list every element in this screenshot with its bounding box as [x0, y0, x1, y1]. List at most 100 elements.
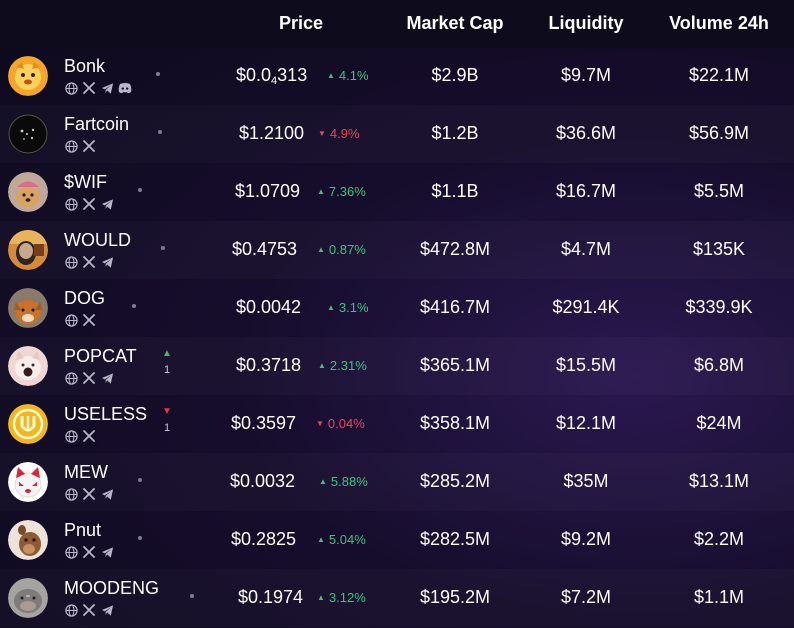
social-links — [64, 603, 114, 617]
token-name[interactable]: MOODENG — [64, 578, 160, 598]
price-change: ▲ 3.12% — [317, 590, 366, 605]
token-avatar — [8, 288, 48, 328]
token-name[interactable]: $WIF — [64, 172, 107, 192]
change-down-icon: ▼ — [318, 129, 326, 138]
token-name[interactable]: Bonk — [64, 56, 106, 76]
liquidity-value: $36.6M — [555, 123, 617, 143]
telegram-icon[interactable] — [100, 603, 114, 617]
globe-icon[interactable] — [64, 603, 78, 617]
rank-neutral-dot — [158, 130, 162, 134]
token-price: $0.0032 — [230, 471, 296, 491]
token-name[interactable]: Pnut — [64, 520, 102, 540]
market-cap-value: $282.5M — [419, 529, 491, 549]
globe-icon[interactable] — [64, 545, 78, 559]
liquidity-value: $9.2M — [560, 529, 612, 549]
volume-value: $13.1M — [688, 471, 750, 491]
token-name[interactable]: MEW — [64, 462, 108, 482]
telegram-icon[interactable] — [100, 487, 114, 501]
token-row[interactable]: Pnut $0.2825 ▲ 5.04% $282.5M $9.2M $2.2M — [0, 511, 794, 569]
token-row[interactable]: Bonk $0.04313 ▲ 4.1% $2.9B $9.7M $22.1M — [0, 47, 794, 105]
token-avatar — [8, 462, 48, 502]
rank-neutral-dot — [138, 478, 142, 482]
x-twitter-icon[interactable] — [82, 429, 96, 443]
x-twitter-icon[interactable] — [82, 603, 96, 617]
token-price: $0.0042 — [236, 297, 302, 317]
market-cap-value: $416.7M — [419, 297, 491, 317]
token-name[interactable]: WOULD — [64, 230, 131, 250]
x-twitter-icon[interactable] — [82, 371, 96, 385]
token-row[interactable]: Fartcoin $1.2100 ▼ 4.9% $1.2B $36.6M $56.9M — [0, 105, 794, 163]
token-row[interactable]: $WIF $1.0709 ▲ 7.36% $1.1B $16.7M $5.5M — [0, 163, 794, 221]
social-links — [64, 313, 96, 327]
telegram-icon[interactable] — [100, 81, 114, 95]
volume-value: $339.9K — [685, 297, 753, 317]
volume-value: $2.2M — [693, 529, 745, 549]
token-name[interactable]: USELESS — [64, 404, 148, 424]
market-cap-value: $285.2M — [419, 471, 491, 491]
rank-up-icon: ▲ — [162, 348, 172, 359]
liquidity-value: $4.7M — [560, 239, 612, 259]
rank-change-value: 1 — [163, 422, 171, 434]
token-row[interactable]: WOULD $0.4753 ▲ 0.87% $472.8M $4.7M $135K — [0, 221, 794, 279]
volume-value: $22.1M — [688, 65, 750, 85]
globe-icon[interactable] — [64, 313, 78, 327]
rank-down-icon: ▼ — [162, 406, 172, 417]
telegram-icon[interactable] — [100, 371, 114, 385]
price-change: ▼ 4.9% — [318, 126, 360, 141]
social-links — [64, 255, 114, 269]
price-change: ▲ 2.31% — [318, 358, 367, 373]
liquidity-value: $16.7M — [555, 181, 617, 201]
globe-icon[interactable] — [64, 429, 78, 443]
telegram-icon[interactable] — [100, 197, 114, 211]
token-row[interactable]: DOG $0.0042 ▲ 3.1% $416.7M $291.4K $339.9K — [0, 279, 794, 337]
globe-icon[interactable] — [64, 255, 78, 269]
rank-neutral-dot — [138, 536, 142, 540]
token-row[interactable]: MOODENG $0.1974 ▲ 3.12% $195.2M $7.2M $1.1M — [0, 569, 794, 627]
price-change: ▲ 3.1% — [327, 300, 369, 315]
globe-icon[interactable] — [64, 81, 78, 95]
globe-icon[interactable] — [64, 139, 78, 153]
x-twitter-icon[interactable] — [82, 139, 96, 153]
token-row[interactable]: USELESS ▼ 1 $0.3597 ▼ 0.04% $358.1M $12.1M $2… — [0, 395, 794, 453]
rank-change-indicator: ▲ 1 — [160, 348, 174, 377]
x-twitter-icon[interactable] — [82, 545, 96, 559]
price-change: ▲ 5.88% — [319, 474, 368, 489]
token-row[interactable]: MEW $0.0032 ▲ 5.88% $285.2M $35M $13.1M — [0, 453, 794, 511]
header-liquidity[interactable]: Liquidity — [548, 13, 624, 33]
volume-value: $56.9M — [688, 123, 750, 143]
globe-icon[interactable] — [64, 197, 78, 211]
market-cap-value: $1.1B — [431, 181, 479, 201]
token-row[interactable]: POPCAT ▲ 1 $0.3718 ▲ 2.31% $365.1M $15.5M $6.… — [0, 337, 794, 395]
header-market-cap[interactable]: Market Cap — [406, 13, 504, 33]
globe-icon[interactable] — [64, 371, 78, 385]
telegram-icon[interactable] — [100, 545, 114, 559]
social-links — [64, 545, 114, 559]
token-name[interactable]: POPCAT — [64, 346, 137, 366]
x-twitter-icon[interactable] — [82, 255, 96, 269]
change-up-icon: ▲ — [327, 71, 335, 80]
token-name[interactable]: Fartcoin — [64, 114, 130, 134]
x-twitter-icon[interactable] — [82, 81, 96, 95]
price-change: ▲ 7.36% — [317, 184, 366, 199]
change-up-icon: ▲ — [319, 477, 327, 486]
globe-icon[interactable] — [64, 487, 78, 501]
social-links — [64, 81, 132, 95]
liquidity-value: $9.7M — [560, 65, 612, 85]
telegram-icon[interactable] — [100, 255, 114, 269]
token-price: $0.3597 — [231, 413, 297, 433]
market-cap-value: $365.1M — [419, 355, 491, 375]
header-volume-24h[interactable]: Volume 24h — [669, 13, 769, 33]
x-twitter-icon[interactable] — [82, 487, 96, 501]
discord-icon[interactable] — [118, 81, 132, 95]
x-twitter-icon[interactable] — [82, 197, 96, 211]
change-up-icon: ▲ — [317, 593, 325, 602]
token-name[interactable]: DOG — [64, 288, 106, 308]
x-twitter-icon[interactable] — [82, 313, 96, 327]
token-price: $1.2100 — [239, 123, 305, 143]
change-up-icon: ▲ — [317, 187, 325, 196]
social-links — [64, 197, 114, 211]
header-price[interactable]: Price — [278, 13, 324, 33]
price-change: ▼ 0.04% — [316, 416, 365, 431]
token-price: $0.2825 — [231, 529, 297, 549]
liquidity-value: $35M — [563, 471, 609, 491]
